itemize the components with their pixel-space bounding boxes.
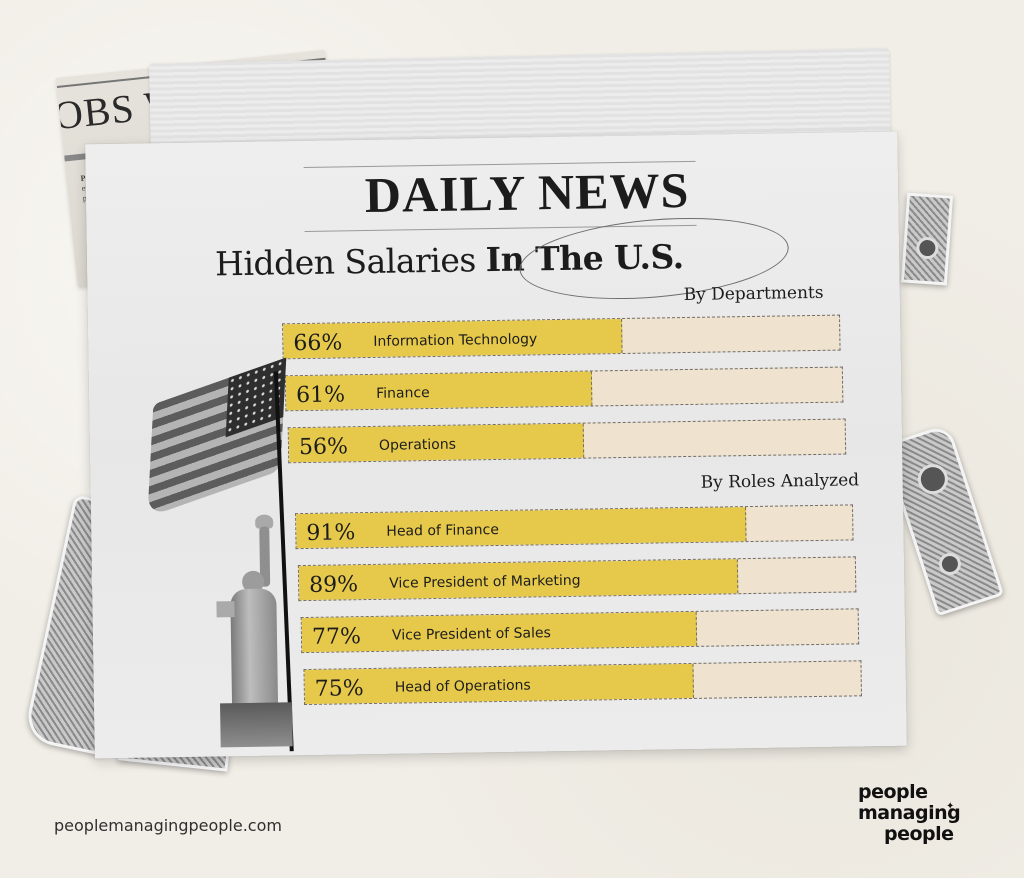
logo-line-2: managing — [858, 802, 961, 824]
headline-regular: Hidden Salaries — [214, 240, 487, 284]
bar-percentage: 56% — [298, 434, 349, 461]
bar-label: Vice President of Sales — [391, 625, 551, 644]
bar-label: Finance — [376, 385, 430, 402]
bar-row-finance: 61% Finance — [284, 366, 844, 412]
sparkle-icon: ✦ — [946, 801, 954, 812]
bar-percentage: 66% — [293, 330, 343, 357]
website-url: peoplemanagingpeople.com — [54, 816, 282, 835]
section-label-departments: By Departments — [683, 282, 824, 306]
brand-logo: people ✦ managing people — [858, 782, 988, 845]
masthead: DAILY NEWS — [364, 161, 690, 224]
statue-of-liberty-icon — [211, 514, 294, 748]
logo-line-1: people — [858, 781, 928, 803]
bar-label: Information Technology — [373, 331, 538, 350]
dollar-bill-top-right — [900, 192, 954, 286]
bar-label: Head of Operations — [394, 677, 531, 696]
newspaper: DAILY NEWS Hidden Salaries In The U.S. B… — [85, 131, 907, 759]
section-label-roles: By Roles Analyzed — [700, 470, 860, 493]
bar-row-vp-sales: 77% Vice President of Sales — [300, 608, 860, 654]
logo-line-3: people — [884, 823, 954, 845]
bar-percentage: 75% — [314, 676, 364, 702]
bar-row-information-technology: 66% Information Technology — [282, 314, 841, 360]
bar-row-head-of-operations: 75% Head of Operations — [303, 660, 862, 706]
bar-fill — [296, 507, 747, 549]
bar-label: Vice President of Marketing — [389, 572, 581, 592]
bar-percentage: 91% — [306, 520, 356, 546]
bar-row-head-of-finance: 91% Head of Finance — [295, 504, 854, 550]
bar-row-operations: 56% Operations — [287, 418, 847, 464]
bar-percentage: 77% — [311, 624, 362, 650]
american-flag-icon — [147, 357, 287, 518]
bar-percentage: 89% — [308, 572, 359, 598]
bar-label: Operations — [378, 436, 457, 454]
bar-label: Head of Finance — [386, 521, 500, 540]
bar-row-vp-marketing: 89% Vice President of Marketing — [297, 556, 857, 602]
bar-percentage: 61% — [296, 382, 346, 409]
